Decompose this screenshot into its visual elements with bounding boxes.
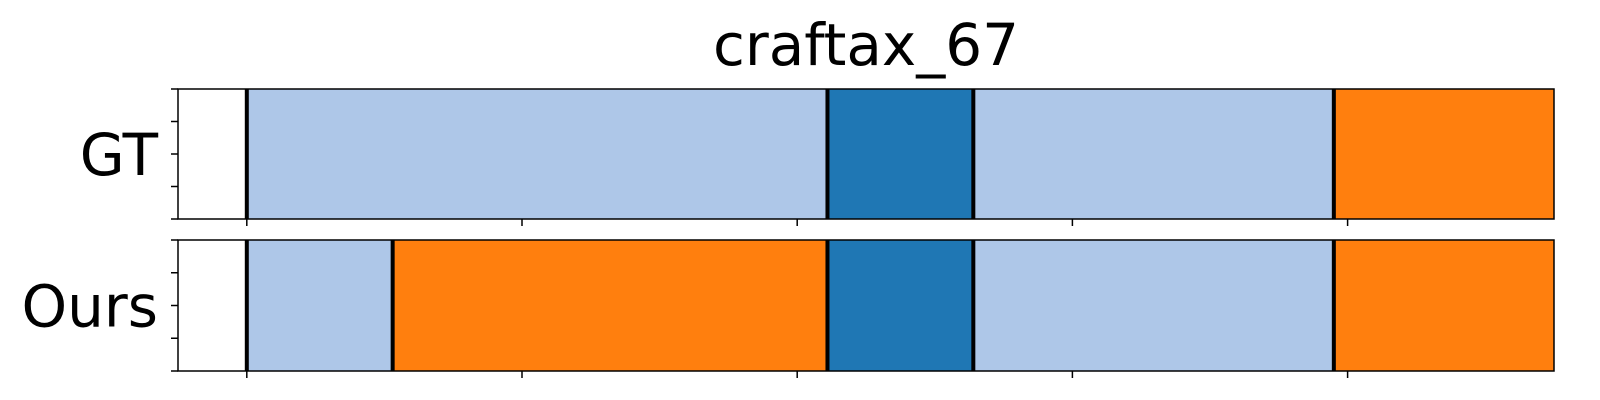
segment-gt-4 bbox=[1334, 89, 1554, 219]
segment-ours-4 bbox=[973, 240, 1334, 371]
segment-ours-1 bbox=[247, 240, 393, 371]
segment-gt-2 bbox=[827, 89, 973, 219]
panel-gt: GT bbox=[80, 89, 1554, 226]
segment-ours-3 bbox=[827, 240, 973, 371]
row-label-ours: Ours bbox=[22, 273, 158, 341]
plots: GT Ours bbox=[22, 89, 1554, 378]
segment-ours-2 bbox=[393, 240, 828, 371]
segment-ours-5 bbox=[1334, 240, 1554, 371]
panel-ours: Ours bbox=[22, 240, 1554, 378]
segment-gt-3 bbox=[973, 89, 1334, 219]
chart-title: craftax_67 bbox=[713, 11, 1019, 79]
row-label-gt: GT bbox=[80, 121, 159, 189]
segment-gt-1 bbox=[247, 89, 828, 219]
